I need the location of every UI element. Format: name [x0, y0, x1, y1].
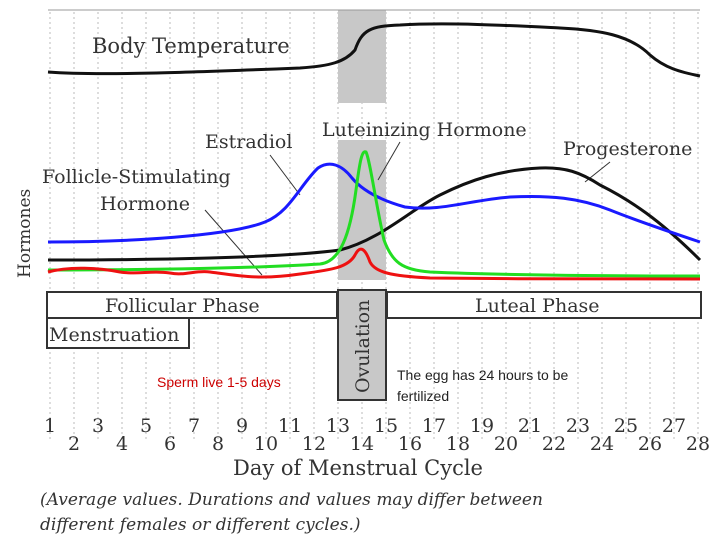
progesterone-label: Progesterone	[563, 138, 692, 160]
follicular-phase-bar	[46, 291, 338, 319]
luteal-phase-bar	[386, 291, 702, 319]
follicular-phase-label: Follicular Phase	[105, 295, 260, 317]
body-temperature-label: Body Temperature	[92, 34, 290, 58]
luteinizing-hormone-label: Luteinizing Hormone	[322, 119, 527, 141]
luteinizing-hormone-curve	[47, 150, 701, 278]
x-axis-label: Day of Menstrual Cycle	[233, 456, 483, 480]
day-label: 27	[662, 415, 686, 437]
day-label: 23	[566, 415, 590, 437]
day-axis-labels: 1234567891011121314151617181920212223242…	[44, 415, 710, 455]
fsh-label-line1: Follicle-Stimulating	[42, 166, 231, 188]
egg-note-line2: fertilized	[397, 388, 449, 404]
day-label: 26	[638, 433, 662, 455]
day-label: 12	[302, 433, 326, 455]
day-label: 6	[164, 433, 176, 455]
day-label: 24	[590, 433, 614, 455]
hormones-axis-label: Hormones	[15, 189, 35, 278]
day-label: 28	[686, 433, 710, 455]
egg-note-line1: The egg has 24 hours to be	[397, 367, 568, 383]
day-label: 14	[350, 433, 374, 455]
day-label: 16	[398, 433, 422, 455]
estradiol-curve	[47, 162, 701, 244]
ovulation-band-top	[338, 10, 386, 103]
day-label: 20	[494, 433, 518, 455]
day-label: 2	[68, 433, 80, 455]
day-label: 17	[422, 415, 446, 437]
day-label: 1	[44, 415, 56, 437]
day-label: 4	[116, 433, 128, 455]
footnote-line1: (Average values. Durations and values ma…	[40, 490, 543, 510]
day-label: 10	[254, 433, 278, 455]
day-label: 8	[212, 433, 224, 455]
progesterone-curve	[47, 166, 702, 262]
menstruation-bar	[46, 317, 190, 349]
day-grid-lines	[49, 12, 699, 440]
day-label: 22	[542, 433, 566, 455]
day-label: 5	[140, 415, 152, 437]
day-label: 13	[326, 415, 350, 437]
day-label: 15	[374, 415, 398, 437]
day-label: 18	[446, 433, 470, 455]
luteal-phase-label: Luteal Phase	[475, 295, 600, 317]
day-label: 3	[92, 415, 104, 437]
fsh-curve	[47, 247, 701, 281]
fsh-leader	[204, 209, 263, 276]
estradiol-label: Estradiol	[205, 131, 292, 153]
fsh-label-line2: Hormone	[100, 193, 190, 215]
day-label: 25	[614, 415, 638, 437]
body-temperature-curve	[47, 22, 701, 78]
day-label: 7	[188, 415, 200, 437]
day-label: 21	[518, 415, 542, 437]
sperm-note: Sperm live 1-5 days	[157, 374, 281, 390]
footnote-line2: different females or different cycles.)	[40, 515, 361, 535]
day-label: 19	[470, 415, 494, 437]
ovulation-label: Ovulation	[352, 300, 374, 393]
estradiol-leader	[269, 154, 301, 196]
ovulation-bar	[337, 289, 387, 401]
menstruation-label: Menstruation	[49, 324, 179, 346]
lh-leader	[377, 141, 401, 181]
day-label: 11	[278, 415, 302, 437]
day-label: 9	[236, 415, 248, 437]
